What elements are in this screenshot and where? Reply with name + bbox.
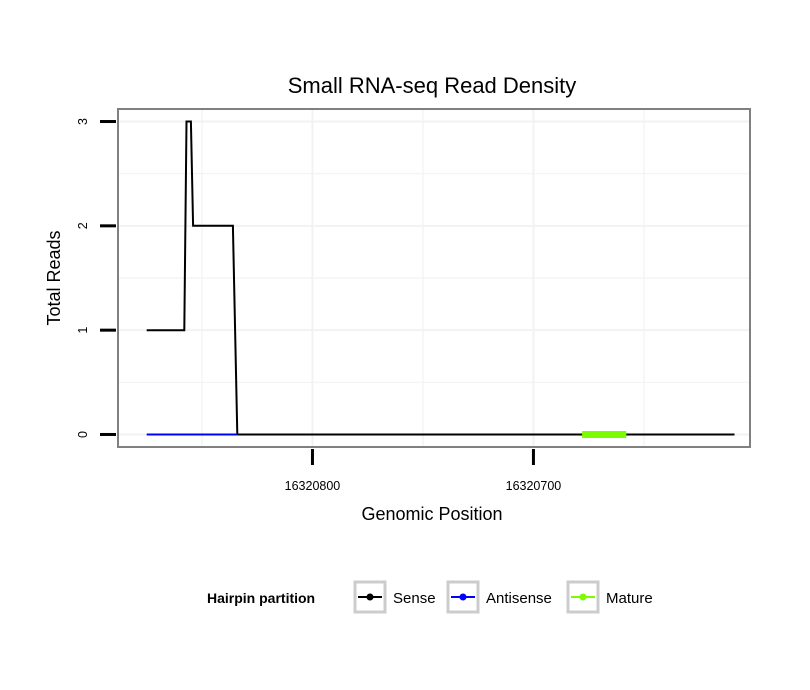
- y-axis: 0 1 2 3: [76, 118, 116, 438]
- x-axis: 16320800 16320700: [285, 449, 562, 493]
- series-layer: [146, 120, 735, 438]
- x-tick-label: 16320800: [285, 479, 341, 493]
- grid-lines: [118, 109, 750, 447]
- legend-item-sense: Sense: [353, 580, 436, 614]
- series-line-sense: [146, 120, 735, 436]
- legend-key-dot: [366, 593, 374, 601]
- legend-key-dot: [459, 593, 467, 601]
- x-axis-title: Genomic Position: [361, 504, 502, 524]
- legend-item-mature: Mature: [566, 580, 653, 614]
- y-tick-label: 3: [76, 118, 90, 125]
- y-tick-label: 2: [76, 222, 90, 229]
- legend-label: Mature: [606, 590, 653, 607]
- y-tick-label: 0: [76, 431, 90, 438]
- legend-key-dot: [579, 593, 587, 601]
- legend-item-antisense: Antisense: [446, 580, 552, 614]
- plot-panel-border: [117, 108, 751, 448]
- legend-title: Hairpin partition: [207, 590, 315, 606]
- legend-label: Sense: [393, 590, 436, 607]
- x-tick-label: 16320700: [506, 479, 562, 493]
- legend: Hairpin partition Sense Antisense Mature: [207, 580, 653, 614]
- chart-title: Small RNA-seq Read Density: [288, 73, 577, 98]
- y-axis-title: Total Reads: [44, 230, 64, 325]
- legend-label: Antisense: [486, 590, 552, 607]
- y-tick-label: 1: [76, 327, 90, 334]
